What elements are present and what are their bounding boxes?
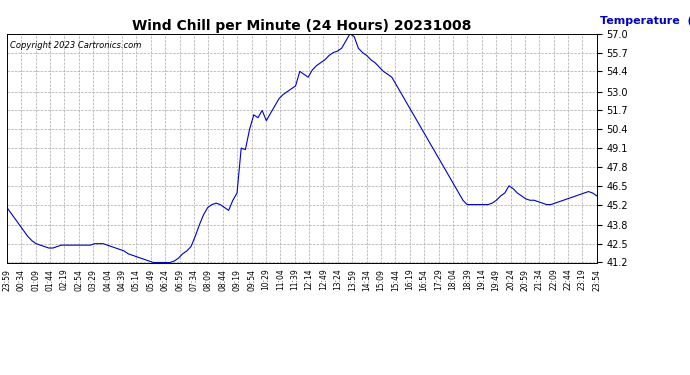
Title: Wind Chill per Minute (24 Hours) 20231008: Wind Chill per Minute (24 Hours) 2023100… xyxy=(132,19,471,33)
Text: Copyright 2023 Cartronics.com: Copyright 2023 Cartronics.com xyxy=(10,40,141,50)
Text: Temperature  (°F): Temperature (°F) xyxy=(600,16,690,26)
